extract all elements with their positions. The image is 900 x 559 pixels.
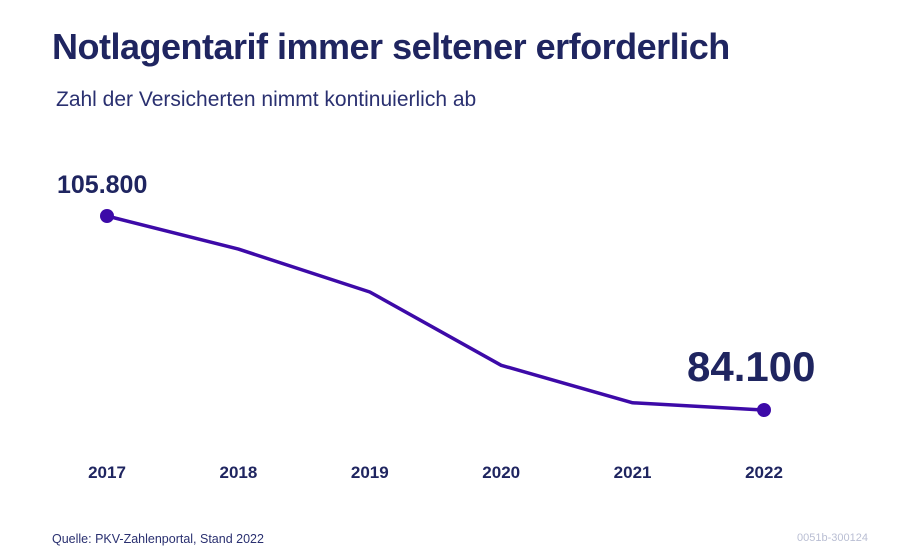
value-label-2017: 105.800 [57,171,147,199]
x-tick-label: 2020 [482,463,520,482]
x-tick-label: 2022 [745,463,783,482]
series-line [105,214,766,412]
x-tick-label: 2019 [351,463,389,482]
chart-subtitle: Zahl der Versicherten nimmt kontinuierli… [56,88,477,111]
x-tick-label: 2017 [88,463,126,482]
value-label-2022: 84.100 [687,343,815,390]
data-point-2022 [757,403,771,417]
chart-title: Notlagentarif immer seltener erforderlic… [52,26,730,67]
x-tick-label: 2018 [219,463,257,482]
data-point-2017 [100,209,114,223]
source-note: Quelle: PKV-Zahlenportal, Stand 2022 [52,532,264,546]
x-tick-label: 2021 [614,463,652,482]
chart-code: 0051b-300124 [797,532,868,544]
